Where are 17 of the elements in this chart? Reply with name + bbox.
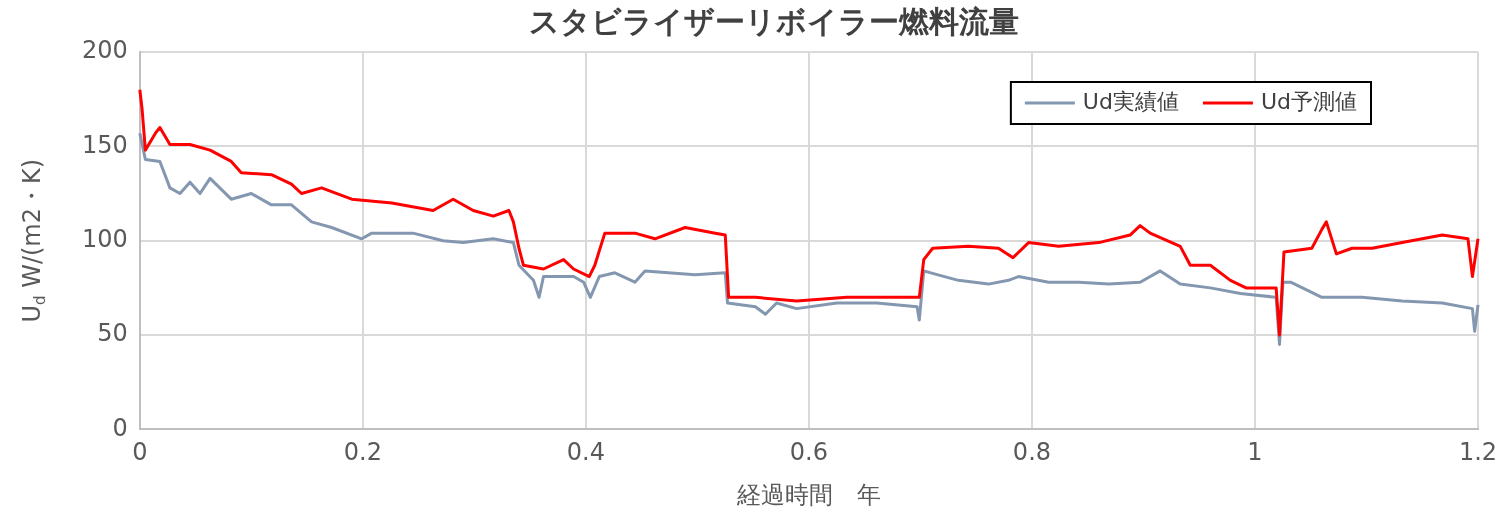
x-tick-label: 1.2	[1458, 438, 1498, 467]
y-axis-title: Ud W/(m2・K)	[18, 158, 49, 323]
x-tick-label: 0	[132, 438, 148, 467]
x-tick-label: 1	[1247, 438, 1263, 467]
x-axis-title: 経過時間 年	[735, 480, 881, 509]
x-tick-label: 0.2	[343, 438, 382, 467]
y-tick-label: 0	[112, 413, 128, 442]
chart-title: スタビライザーリボイラー燃料流量	[529, 3, 1019, 39]
y-tick-label: 200	[82, 36, 128, 65]
x-tick-label: 0.8	[1012, 438, 1052, 467]
y-tick-label: 100	[82, 224, 128, 253]
x-tick-label: 0.4	[566, 438, 605, 467]
legend-label: Ud予測値	[1260, 88, 1358, 114]
y-tick-label: 150	[82, 130, 128, 159]
y-tick-label: 50	[97, 319, 128, 348]
legend-label: Ud実績値	[1082, 88, 1179, 114]
x-tick-label: 0.6	[789, 438, 828, 467]
